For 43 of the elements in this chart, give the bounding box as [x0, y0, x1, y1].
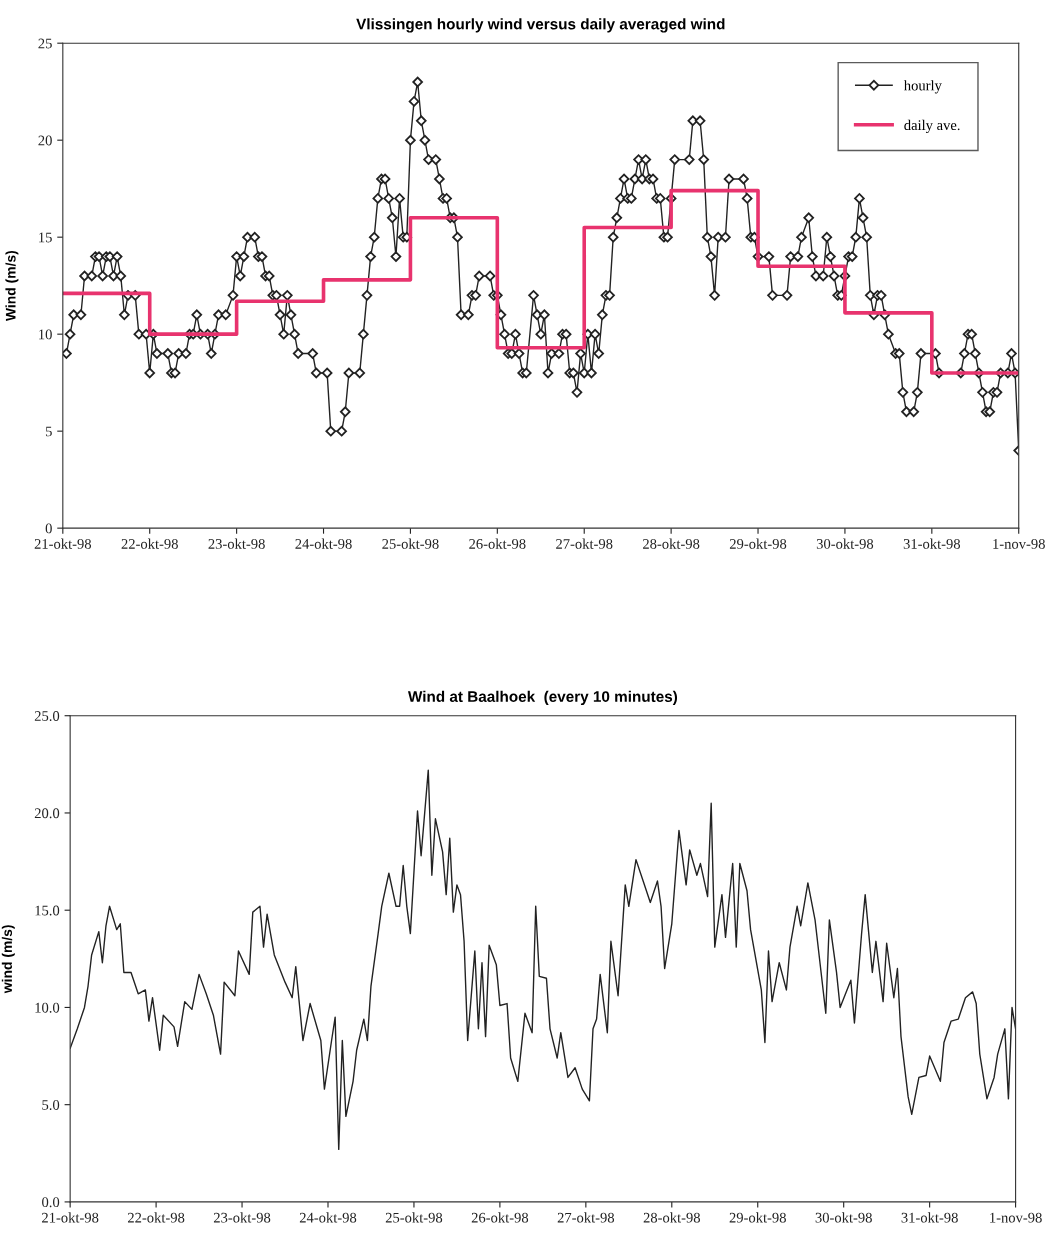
y-tick-label: 0: [45, 523, 52, 534]
line-series: [70, 769, 1016, 1151]
x-tick-label: 26-okt-98: [471, 1212, 529, 1223]
y-tick-label: 10: [39, 329, 52, 340]
x-tick-label: 21-okt-98: [34, 538, 92, 549]
x-tick-label: 22-okt-98: [127, 1212, 185, 1223]
x-tick-label: 25-okt-98: [382, 538, 439, 549]
x-tick-label: 23-okt-98: [208, 538, 265, 549]
x-tick-label: 30-okt-98: [815, 1212, 872, 1223]
legend-label: hourly: [903, 80, 942, 94]
x-tick-label: 28-okt-98: [643, 538, 700, 549]
chart-title: Wind at Baalhoek (every 10 minutes): [407, 690, 678, 705]
x-tick-label: 21-okt-98: [42, 1212, 99, 1223]
x-tick-label: 31-okt-98: [901, 1212, 958, 1223]
x-tick-label: 1-nov-98: [990, 1212, 1042, 1223]
x-tick-label: 22-okt-98: [121, 538, 178, 549]
y-tick-label: 20.0: [34, 808, 60, 819]
y-tick-label: 25: [38, 38, 52, 49]
x-tick-label: 27-okt-98: [556, 538, 613, 549]
x-tick-label: 30-okt-98: [816, 538, 874, 549]
x-tick-label: 29-okt-98: [729, 1212, 786, 1223]
chart-title: Vlissingen hourly wind versus daily averaged wind: [356, 18, 725, 33]
x-tick-label: 29-okt-98: [729, 538, 787, 549]
y-tick-label: 15.0: [35, 905, 60, 916]
x-tick-label: 24-okt-98: [299, 1212, 357, 1223]
x-tick-label: 27-okt-98: [557, 1212, 615, 1223]
x-tick-label: 25-okt-98: [385, 1212, 443, 1223]
y-tick-label: 5: [45, 426, 52, 437]
x-tick-label: 26-okt-98: [469, 538, 526, 549]
x-tick-label: 23-okt-98: [213, 1212, 271, 1223]
y-tick-label: 10.0: [35, 1002, 60, 1013]
y-axis-title: Wind (m/s): [5, 250, 19, 322]
y-axis-title: wind (m/s): [1, 925, 15, 994]
y-tick-label: 5.0: [42, 1100, 60, 1110]
y-tick-label: 20: [38, 135, 52, 146]
y-tick-label: 15: [39, 232, 52, 243]
x-tick-label: 31-okt-98: [903, 538, 961, 549]
legend-label: daily ave.: [904, 119, 960, 134]
y-tick-label: 25.0: [34, 711, 60, 721]
x-tick-label: 1-nov-98: [993, 538, 1045, 549]
y-tick-label: 0.0: [42, 1197, 60, 1208]
x-tick-label: 24-okt-98: [295, 538, 352, 549]
x-tick-label: 28-okt-98: [643, 1212, 700, 1223]
